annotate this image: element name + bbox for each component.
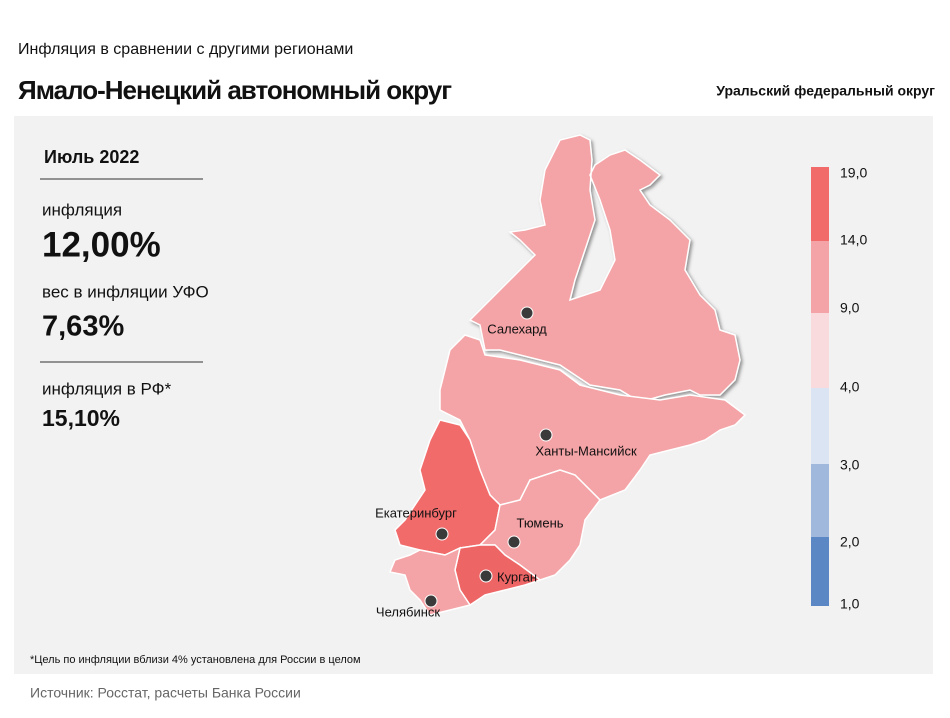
- legend-segment: [811, 464, 829, 537]
- city-dot: [507, 535, 521, 549]
- inflation-value: 12,00%: [42, 225, 161, 264]
- chelyabinsk: [388, 546, 472, 616]
- inflation-label: инфляция: [42, 200, 122, 219]
- district: Уральский федеральный округ: [716, 83, 935, 99]
- city-dot: [479, 569, 493, 583]
- yanao: [468, 134, 741, 403]
- city-dot: [520, 306, 534, 320]
- period: Июль 2022: [44, 147, 139, 167]
- source: Источник: Росстат, расчеты Банка России: [30, 685, 301, 701]
- footnote: *Цель по инфляции вблизи 4% установлена …: [30, 654, 361, 666]
- city-label: Курган: [497, 569, 537, 584]
- cities: Салехард Ханты-Мансийск Екатеринбург Тюмень…: [375, 306, 637, 619]
- title: Ямало-Ненецкий автономный округ: [18, 75, 452, 105]
- rf-label: инфляция в РФ*: [42, 379, 172, 398]
- weight-label: вес в инфляции УФО: [42, 282, 209, 301]
- city-dot: [435, 527, 449, 541]
- city-label: Челябинск: [376, 604, 440, 619]
- legend-tick-label: 3,0: [840, 457, 860, 473]
- city-label: Ханты-Мансийск: [535, 443, 637, 458]
- legend-tick-label: 14,0: [840, 232, 867, 248]
- legend-segment: [811, 388, 829, 464]
- legend-tick-label: 1,0: [840, 596, 860, 612]
- city-label: Екатеринбург: [375, 505, 457, 520]
- city-label: Салехард: [487, 321, 547, 336]
- legend-segment: [811, 537, 829, 606]
- subtitle: Инфляция в сравнении с другими регионами: [18, 41, 353, 58]
- rf-value: 15,10%: [42, 405, 120, 431]
- city-dot: [539, 428, 553, 442]
- legend-tick-label: 4,0: [840, 379, 860, 395]
- legend: 19,0 14,0 9,0 4,0 3,0 2,0 1,0: [811, 165, 867, 612]
- legend-tick-label: 19,0: [840, 165, 867, 181]
- legend-tick-label: 2,0: [840, 534, 860, 550]
- legend-tick-label: 9,0: [840, 300, 860, 316]
- legend-segment: [811, 313, 829, 388]
- map: [388, 134, 747, 616]
- city-dot: [424, 594, 438, 608]
- legend-segment: [811, 241, 829, 313]
- city-label: Тюмень: [516, 515, 563, 530]
- legend-segment: [811, 167, 829, 241]
- weight-value: 7,63%: [42, 311, 124, 343]
